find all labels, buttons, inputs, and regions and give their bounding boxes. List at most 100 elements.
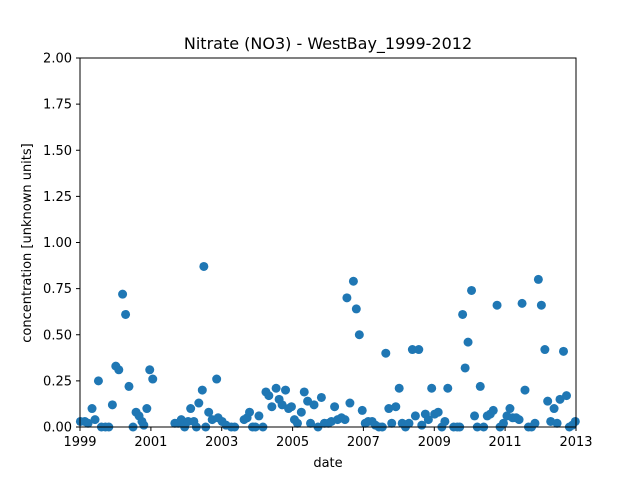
data-point — [107, 400, 117, 410]
data-point — [357, 405, 367, 415]
data-point — [118, 289, 128, 299]
data-point — [391, 402, 401, 412]
data-point — [540, 345, 550, 355]
data-point — [245, 407, 255, 417]
x-axis-label: date — [313, 456, 342, 471]
data-point — [549, 404, 559, 414]
data-point — [148, 374, 158, 384]
data-point — [505, 404, 515, 414]
data-point — [520, 385, 530, 395]
data-point — [492, 300, 502, 310]
data-point — [90, 415, 100, 425]
data-point — [514, 415, 524, 425]
data-point — [533, 274, 543, 284]
y-tick-label: 0.25 — [43, 374, 72, 389]
data-point — [543, 396, 553, 406]
data-point — [536, 300, 546, 310]
data-point — [394, 383, 404, 393]
data-point — [124, 381, 134, 391]
data-point — [381, 348, 391, 358]
data-point — [351, 304, 361, 314]
data-point — [142, 404, 152, 414]
data-point — [404, 418, 414, 428]
x-tick-label: 1999 — [63, 435, 96, 450]
data-point — [199, 261, 209, 271]
data-point — [517, 298, 527, 308]
data-point — [384, 404, 394, 414]
data-point — [186, 404, 196, 414]
y-tick-label: 1.00 — [43, 236, 72, 251]
data-point — [530, 418, 540, 428]
data-point — [410, 411, 420, 421]
data-point — [340, 415, 350, 425]
y-axis-label: concentration [unknown units] — [20, 143, 35, 342]
x-tick-label: 2003 — [205, 435, 238, 450]
data-point — [414, 345, 424, 355]
y-tick-label: 1.50 — [43, 144, 72, 159]
y-tick-label: 0.75 — [43, 282, 72, 297]
data-point — [342, 293, 352, 303]
data-point — [570, 416, 580, 426]
x-tick-label: 2009 — [418, 435, 451, 450]
data-point — [316, 392, 326, 402]
data-point — [330, 402, 340, 412]
data-point — [460, 363, 470, 373]
x-tick-label: 2001 — [134, 435, 167, 450]
y-tick-label: 0.00 — [43, 421, 72, 436]
data-point — [562, 391, 571, 401]
data-point — [443, 383, 453, 393]
data-point — [309, 400, 319, 410]
data-point — [139, 420, 149, 430]
data-point — [87, 404, 97, 414]
data-point — [463, 337, 473, 347]
y-tick-label: 2.00 — [43, 52, 72, 67]
data-point — [427, 383, 437, 393]
data-point — [467, 285, 477, 295]
data-point — [354, 330, 364, 340]
y-tick-label: 0.50 — [43, 328, 72, 343]
data-point — [470, 411, 480, 421]
data-point — [306, 418, 316, 428]
data-point — [204, 407, 214, 417]
y-tick-label: 1.75 — [43, 98, 72, 113]
data-point — [281, 385, 291, 395]
data-point — [121, 309, 131, 319]
data-point — [407, 345, 417, 355]
data-point — [93, 376, 103, 386]
data-point — [552, 418, 562, 428]
x-tick-label: 2011 — [489, 435, 522, 450]
data-point — [488, 405, 498, 415]
chart-title: Nitrate (NO3) - WestBay_1999-2012 — [184, 34, 472, 54]
data-point — [296, 407, 306, 417]
data-point — [299, 387, 309, 397]
data-point — [176, 415, 186, 425]
data-point — [286, 402, 296, 412]
data-point — [145, 365, 155, 375]
data-point — [264, 391, 274, 401]
x-tick-label: 2013 — [559, 435, 592, 450]
x-tick-label: 2005 — [276, 435, 309, 450]
data-point — [458, 309, 468, 319]
data-point — [558, 346, 568, 356]
data-point — [440, 416, 450, 426]
data-point — [271, 383, 281, 393]
data-point — [423, 415, 433, 425]
data-point — [114, 365, 124, 375]
data-point — [212, 374, 222, 384]
data-point — [433, 407, 443, 417]
y-tick-label: 1.25 — [43, 190, 72, 205]
data-point — [267, 402, 277, 412]
data-point — [498, 418, 508, 428]
plot-area: 0.00 0.25 0.50 0.75 1.00 1.25 1.50 1.75 2.00 1999… — [43, 52, 593, 451]
data-point — [254, 411, 264, 421]
data-point — [348, 276, 358, 286]
x-tick-label: 2007 — [347, 435, 380, 450]
data-point — [387, 418, 397, 428]
data-point — [292, 418, 302, 428]
data-point — [83, 418, 93, 428]
data-point — [194, 398, 204, 408]
data-point — [197, 385, 207, 395]
data-point — [345, 398, 355, 408]
data-point — [475, 381, 485, 391]
